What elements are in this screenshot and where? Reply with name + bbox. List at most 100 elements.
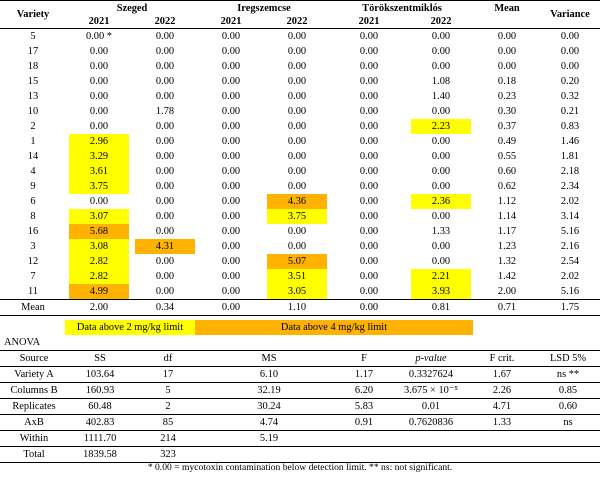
anova-cell-df: 2 bbox=[132, 398, 204, 415]
concentration-cell: 0.00 bbox=[287, 166, 307, 177]
concentration-cell: 0.00 bbox=[431, 241, 451, 252]
concentration-cell: 0.00 bbox=[89, 76, 109, 87]
row-variance: 5.16 bbox=[560, 286, 580, 297]
anova-header: df bbox=[132, 350, 204, 367]
concentration-cell: 0.00 bbox=[359, 31, 379, 42]
highlight-above-2 bbox=[411, 119, 472, 134]
concentration-cell: 0.00 bbox=[359, 256, 379, 267]
concentration-cell: 0.00 bbox=[221, 46, 241, 57]
anova-cell-df: 17 bbox=[132, 366, 204, 383]
concentration-cell: 0.00 bbox=[431, 46, 451, 57]
anova-cell-ms: 6.10 bbox=[204, 366, 334, 383]
row-mean: 0.49 bbox=[497, 136, 517, 147]
table-row: 15 0.00 0.00 0.00 0.00 0.00 1.08 0.18 0.20 bbox=[0, 74, 600, 89]
anova-row: Replicates 60.48 2 30.24 5.83 0.01 4.71 0.60 bbox=[0, 398, 600, 415]
concentration-cell: 2.23 bbox=[408, 119, 474, 134]
table-row: 10 0.00 1.78 0.00 0.00 0.00 0.00 0.30 0.21 bbox=[0, 104, 600, 119]
anova-cell-ms: 5.19 bbox=[204, 430, 334, 447]
variety-id: 17 bbox=[27, 46, 39, 57]
anova-row: AxB 402.83 85 4.74 0.91 0.7620836 1.33 ns bbox=[0, 414, 600, 431]
concentration-cell: 0.00 bbox=[359, 181, 379, 192]
concentration-cell: 3.61 bbox=[66, 164, 132, 179]
variety-id: 1 bbox=[30, 136, 36, 147]
concentration-cell: 0.00 bbox=[221, 121, 241, 132]
row-variance: 1.46 bbox=[560, 136, 580, 147]
header-mean: Mean bbox=[474, 0, 541, 16]
anova-cell-p: 0.3327624 bbox=[394, 366, 468, 383]
table-row: 1 2.96 0.00 0.00 0.00 0.00 0.00 0.49 1.46 bbox=[0, 134, 600, 149]
anova-header: F bbox=[334, 350, 394, 367]
row-mean: 0.55 bbox=[497, 151, 517, 162]
table-row: 7 2.82 0.00 0.00 3.51 0.00 2.21 1.42 2.02 bbox=[0, 269, 600, 284]
concentration-cell: 0.00 bbox=[287, 136, 307, 147]
mean-row-label: Mean bbox=[0, 299, 66, 316]
concentration-cell: 0.00 bbox=[89, 91, 109, 102]
legend-above-2: Data above 2 mg/kg limit bbox=[65, 320, 195, 335]
cell-value: 2.96 bbox=[89, 136, 109, 147]
anova-header: F crit. bbox=[468, 350, 536, 367]
concentration-cell: 0.00 bbox=[287, 91, 307, 102]
header-location-szeged: Szeged bbox=[66, 0, 198, 16]
concentration-cell: 0.00 bbox=[155, 286, 175, 297]
concentration-cell: 0.00 bbox=[359, 286, 379, 297]
mean-row-value: 0.00 bbox=[330, 299, 408, 316]
concentration-cell: 3.29 bbox=[66, 149, 132, 164]
concentration-cell: 3.07 bbox=[66, 209, 132, 224]
highlight-above-4 bbox=[69, 284, 129, 299]
anova-cell-ms bbox=[204, 446, 334, 463]
concentration-cell: 2.36 bbox=[408, 194, 474, 209]
cell-value: 3.51 bbox=[287, 271, 307, 282]
concentration-cell: 0.00 bbox=[221, 196, 241, 207]
concentration-cell: 0.00 bbox=[155, 91, 175, 102]
concentration-cell: 0.00 bbox=[155, 46, 175, 57]
table-row: 14 3.29 0.00 0.00 0.00 0.00 0.00 0.55 1.81 bbox=[0, 149, 600, 164]
anova-cell-ss: 160.93 bbox=[68, 382, 132, 399]
concentration-cell: 0.00 bbox=[221, 241, 241, 252]
anova-cell-lsd bbox=[536, 446, 600, 463]
concentration-cell: 0.00 bbox=[221, 136, 241, 147]
variety-id: 13 bbox=[27, 91, 39, 102]
anova-cell-f: 6.20 bbox=[334, 382, 394, 399]
concentration-cell: 0.00 bbox=[89, 121, 109, 132]
anova-cell-lsd: ns ** bbox=[536, 366, 600, 383]
concentration-cell: 0.00 bbox=[221, 211, 241, 222]
concentration-cell: 3.93 bbox=[408, 284, 474, 300]
mean-row-value: 0.81 bbox=[408, 299, 475, 316]
concentration-cell: 0.00 bbox=[287, 106, 307, 117]
concentration-cell: 0.00 bbox=[359, 91, 379, 102]
row-mean: 0.30 bbox=[497, 106, 517, 117]
legend-above-4: Data above 4 mg/kg limit bbox=[195, 320, 473, 335]
highlight-above-2 bbox=[69, 269, 129, 284]
anova-cell-f bbox=[334, 446, 394, 463]
highlight-above-2 bbox=[411, 269, 472, 284]
concentration-cell: 0.00 bbox=[89, 196, 109, 207]
concentration-cell: 0.00 bbox=[359, 136, 379, 147]
concentration-cell: 0.00 bbox=[359, 61, 379, 72]
concentration-cell: 0.00 bbox=[359, 196, 379, 207]
legend: Data above 2 mg/kg limit Data above 4 mg… bbox=[0, 320, 600, 335]
header-location-torokszentmiklos: Törökszentmiklós bbox=[330, 0, 475, 16]
anova-cell-source: Total bbox=[0, 446, 68, 463]
variety-id: 14 bbox=[27, 151, 39, 162]
concentration-cell: 0.00 bbox=[155, 76, 175, 87]
concentration-cell: 0.00 bbox=[287, 121, 307, 132]
concentration-cell: 5.68 bbox=[66, 224, 132, 239]
highlight-above-2 bbox=[69, 134, 129, 149]
row-mean: 0.23 bbox=[497, 91, 517, 102]
cell-value: 3.07 bbox=[89, 211, 109, 222]
row-mean: 1.12 bbox=[497, 196, 517, 207]
header-location-iregszemcse: Iregszemcse bbox=[198, 0, 330, 16]
concentration-cell: 0.00 bbox=[431, 61, 451, 72]
concentration-cell: 1.40 bbox=[431, 91, 451, 102]
concentration-cell: 0.00 bbox=[155, 151, 175, 162]
concentration-cell: 2.82 bbox=[66, 254, 132, 269]
row-variance: 0.21 bbox=[560, 106, 580, 117]
anova-cell-df: 323 bbox=[132, 446, 204, 463]
concentration-cell: 0.00 bbox=[155, 226, 175, 237]
row-variance: 2.34 bbox=[560, 181, 580, 192]
variety-id: 8 bbox=[30, 211, 36, 222]
header-variance: Variance bbox=[540, 0, 600, 29]
mean-row: Mean 2.00 0.34 0.00 1.10 0.00 0.81 0.71 1.75 bbox=[0, 299, 600, 316]
row-mean: 0.18 bbox=[497, 76, 517, 87]
cell-value: 3.61 bbox=[89, 166, 109, 177]
